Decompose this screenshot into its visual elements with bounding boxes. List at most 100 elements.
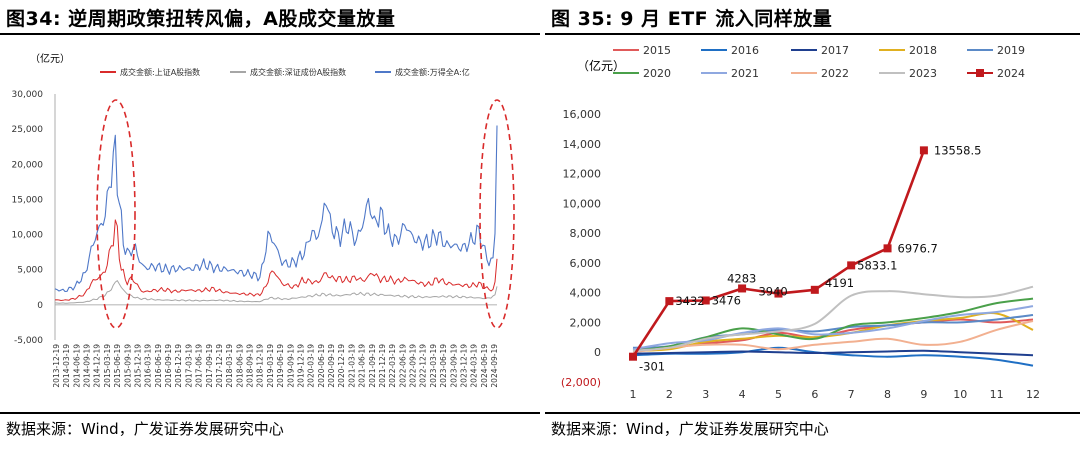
right-y-tick-label: 8,000 [570, 227, 602, 240]
right-y-axis: (2,000) 0 2,000 4,000 6,000 8,000 10,000 12,000… [561, 108, 601, 389]
left-y-tick-label: -5,000 [14, 336, 43, 346]
left-x-tick-label: 2022-03-19 [388, 344, 397, 388]
right-series-marker-2024 [847, 261, 856, 270]
left-x-tick-label: 2018-03-19 [225, 344, 234, 388]
left-x-tick-label: 2021-09-19 [368, 344, 377, 388]
right-y-tick-label: 6,000 [570, 257, 602, 270]
right-series-marker-2024 [665, 297, 674, 306]
right-legend-label: 2023 [909, 67, 937, 80]
left-x-tick-label: 2023-12-19 [459, 344, 468, 388]
right-legend-label: 2015 [643, 44, 671, 57]
left-x-tick-label: 2016-12-19 [174, 344, 183, 388]
left-x-tick-label: 2018-06-19 [235, 344, 244, 388]
right-legend-marker [976, 69, 984, 77]
left-unit-label: （亿元） [30, 52, 70, 65]
left-x-tick-label: 2016-03-19 [144, 344, 153, 388]
right-x-tick-label: 2 [666, 388, 673, 401]
right-legend-label: 2016 [731, 44, 759, 57]
right-source-note: 数据来源：Wind，广发证券发展研究中心 [551, 420, 829, 438]
right-x-tick-label: 12 [1026, 388, 1040, 401]
right-y-tick-label: 2,000 [570, 316, 602, 329]
right-series-line-2020 [632, 297, 1034, 352]
left-title-rule [0, 33, 540, 35]
left-x-tick-label: 2018-12-19 [256, 344, 265, 388]
left-legend-label: 成交金额:万得全A:亿 [395, 67, 470, 77]
left-x-tick-label: 2016-09-19 [164, 344, 173, 388]
right-legend-label: 2022 [821, 67, 849, 80]
right-series-line-2022 [632, 320, 1034, 354]
right-data-label-2024: 3476 [712, 293, 741, 307]
left-chart: （亿元） 成交金额:上证A股指数 成交金额:深证成份A股指数 成交金额:万得全A:亿… [12, 52, 515, 388]
left-x-tick-label: 2020-06-19 [317, 344, 326, 388]
right-data-label-2024: 3940 [758, 285, 787, 299]
right-series-marker-2024 [774, 289, 783, 298]
right-data-label-2024: 13558.5 [934, 143, 982, 157]
right-x-tick-label: 11 [990, 388, 1004, 401]
right-x-tick-label: 6 [811, 388, 818, 401]
right-y-tick-label: 14,000 [563, 138, 602, 151]
right-x-tick-label: 7 [848, 388, 855, 401]
left-x-tick-label: 2017-06-19 [195, 344, 204, 388]
left-y-tick-label: 30,000 [12, 90, 44, 100]
left-x-tick-label: 2017-12-19 [215, 344, 224, 388]
right-series-line-2017 [632, 349, 1034, 357]
left-x-tick-label: 2022-06-19 [398, 344, 407, 388]
left-highlight-ellipse-2015 [96, 99, 136, 329]
right-legend-label: 2024 [997, 67, 1025, 80]
left-legend: 成交金额:上证A股指数 成交金额:深证成份A股指数 成交金额:万得全A:亿 [100, 67, 470, 77]
left-x-tick-label: 2013-12-19 [52, 344, 61, 388]
left-y-tick-label: 10,000 [12, 231, 44, 241]
left-figure-title: 图34: 逆周期政策扭转风偏，A股成交量放量 [6, 8, 396, 30]
left-x-tick-label: 2015-03-19 [103, 344, 112, 388]
right-source-rule [545, 412, 1080, 414]
right-figure-panel: 图 35: 9 月 ETF 流入同样放量 （亿元） 2015 2016 2017 20… [545, 0, 1080, 449]
left-x-tick-label: 2019-03-19 [266, 344, 275, 388]
left-x-tick-label: 2015-06-19 [113, 344, 122, 388]
left-y-tick-label: 5,000 [17, 266, 43, 276]
right-x-tick-label: 1 [630, 388, 637, 401]
right-title-rule [545, 33, 1080, 35]
left-x-tick-label: 2023-06-19 [439, 344, 448, 388]
left-series-line-1 [54, 280, 498, 304]
right-series-line-2021 [632, 305, 1034, 351]
left-figure-panel: 图34: 逆周期政策扭转风偏，A股成交量放量 （亿元） 成交金额:上证A股指数成… [0, 8, 540, 438]
left-series-group [54, 125, 498, 304]
right-legend-label: 2018 [909, 44, 937, 57]
left-highlight-ellipse-2024 [479, 99, 515, 329]
right-legend-label: 2019 [997, 44, 1025, 57]
left-x-tick-label: 2024-09-19 [490, 344, 499, 388]
left-x-tick-label: 2017-03-19 [184, 344, 193, 388]
right-series-line-2023 [632, 285, 1034, 352]
right-x-axis: 1 2 3 4 5 6 7 8 9 10 11 12 [630, 388, 1041, 401]
left-x-tick-label: 2017-09-19 [205, 344, 214, 388]
right-data-label-2024: -301 [639, 360, 665, 374]
left-y-tick-label: 15,000 [12, 195, 44, 205]
left-x-tick-label: 2020-09-19 [327, 344, 336, 388]
left-series-line-0 [54, 219, 498, 301]
left-y-tick-label: 0 [37, 301, 43, 311]
left-x-tick-label: 2023-03-19 [429, 344, 438, 388]
right-data-label-2024: 4191 [825, 276, 854, 290]
right-series-marker-2024 [919, 146, 928, 155]
left-x-tick-label: 2024-06-19 [480, 344, 489, 388]
left-x-tick-label: 2015-09-19 [123, 344, 132, 388]
right-legend-label: 2021 [731, 67, 759, 80]
left-x-tick-label: 2022-09-19 [409, 344, 418, 388]
right-data-label-2024: 3432 [675, 294, 704, 308]
right-series-marker-2024 [629, 352, 637, 361]
left-source-rule [0, 412, 540, 414]
right-series-line-2016 [632, 346, 1034, 367]
right-series-marker-2024 [701, 296, 710, 305]
left-x-tick-label: 2016-06-19 [154, 344, 163, 388]
left-x-tick-label: 2019-12-19 [296, 344, 305, 388]
left-x-tick-label: 2023-09-19 [449, 344, 458, 388]
left-x-tick-label: 2024-03-19 [470, 344, 479, 388]
left-x-tick-label: 2015-12-19 [133, 344, 142, 388]
right-x-tick-label: 9 [920, 388, 927, 401]
left-series-line-2 [54, 125, 498, 293]
right-series-marker-2024 [810, 285, 819, 294]
left-x-tick-label: 2014-09-19 [83, 344, 92, 388]
right-x-tick-label: 8 [884, 388, 891, 401]
left-y-tick-label: 20,000 [12, 160, 44, 170]
